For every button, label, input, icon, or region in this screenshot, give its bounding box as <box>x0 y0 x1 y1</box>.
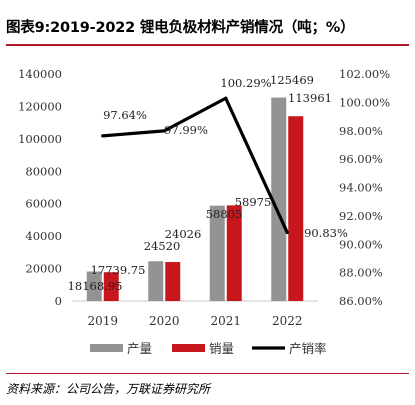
bar-产量 <box>271 97 287 302</box>
bar-销量 <box>226 205 242 301</box>
bar-销量 <box>165 262 181 301</box>
line-point-产销率 <box>101 134 105 138</box>
data-label-产销率: 90.83% <box>304 226 348 240</box>
left-axis-tick-label: 120000 <box>18 99 62 113</box>
x-axis-tick-label: 2021 <box>210 314 241 328</box>
data-label-产销率: 100.29% <box>220 76 271 90</box>
right-axis-tick-label: 100.00% <box>339 95 390 109</box>
right-axis-tick-label: 88.00% <box>339 266 383 280</box>
data-label-销量: 113961 <box>288 91 332 105</box>
legend-label: 销量 <box>209 341 234 356</box>
data-label-产销率: 97.99% <box>164 123 208 137</box>
line-point-产销率 <box>224 96 228 100</box>
left-axis-tick-label: 20000 <box>25 262 62 276</box>
data-label-销量: 58975 <box>235 195 272 209</box>
bar-销量 <box>103 272 119 301</box>
bar-销量 <box>288 116 304 302</box>
data-label-产量: 24520 <box>144 239 181 253</box>
x-axis-tick-label: 2022 <box>272 314 303 328</box>
left-axis-tick-label: 0 <box>55 294 62 308</box>
line-产销率 <box>102 96 289 234</box>
data-label-销量: 17739.75 <box>91 263 146 277</box>
x-axis-tick-label: 2020 <box>149 314 180 328</box>
title-divider <box>6 44 409 46</box>
line-point-产销率 <box>285 230 289 235</box>
right-axis-tick-label: 96.00% <box>339 152 383 166</box>
data-label-产量: 125469 <box>270 73 314 87</box>
source-divider <box>6 373 409 374</box>
legend-label: 产销率 <box>289 341 327 356</box>
legend-label: 产量 <box>127 341 152 356</box>
right-axis-tick-label: 86.00% <box>339 294 383 308</box>
right-axis-tick-label: 92.00% <box>339 209 383 223</box>
bar-产量 <box>209 205 225 301</box>
left-axis-tick-label: 80000 <box>25 164 62 178</box>
left-axis-tick-label: 140000 <box>18 67 62 81</box>
legend-swatch <box>172 344 205 352</box>
bar-产量 <box>86 271 102 301</box>
line-point-产销率 <box>162 129 166 133</box>
right-axis-tick-label: 90.00% <box>339 237 383 251</box>
legend-swatch <box>90 344 123 352</box>
right-axis-tick-label: 98.00% <box>339 124 383 138</box>
production-sales-chart: 0 20000 40000 60000 80000 100000 120000 140000 8… <box>18 67 390 356</box>
data-label-产量: 18168.95 <box>68 279 123 293</box>
source-note: 资料来源：公司公告，万联证券研究所 <box>6 382 211 396</box>
right-axis-tick-label: 94.00% <box>339 181 383 195</box>
left-axis-tick-label: 40000 <box>25 229 62 243</box>
left-axis-tick-label: 60000 <box>25 197 62 211</box>
data-label-产销率: 97.64% <box>103 108 147 122</box>
chart-title: 图表9:2019-2022 锂电负极材料产销情况（吨；%） <box>6 20 355 36</box>
left-axis-tick-label: 100000 <box>18 132 62 146</box>
right-axis-tick-label: 102.00% <box>339 67 390 81</box>
x-axis-tick-label: 2019 <box>87 314 118 328</box>
data-label-产量: 58805 <box>206 207 243 221</box>
data-label-销量: 24026 <box>165 227 202 241</box>
bar-产量 <box>148 261 164 301</box>
